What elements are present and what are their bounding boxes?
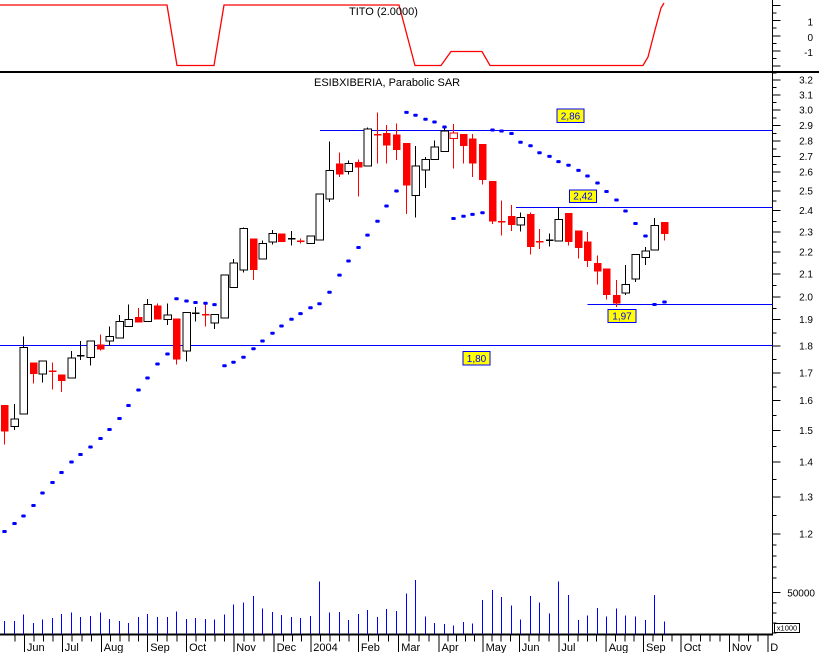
svg-text:1.4: 1.4 <box>799 458 813 469</box>
svg-text:Nov: Nov <box>236 642 256 653</box>
svg-text:2.8: 2.8 <box>799 137 813 148</box>
svg-text:3.1: 3.1 <box>799 91 813 102</box>
svg-text:1,80: 1,80 <box>467 354 487 365</box>
svg-text:2.3: 2.3 <box>799 228 813 239</box>
svg-text:Oct: Oct <box>189 642 206 653</box>
svg-text:Jun: Jun <box>27 642 45 653</box>
svg-text:2.2: 2.2 <box>799 248 813 259</box>
svg-text:May: May <box>486 642 507 653</box>
svg-text:1.7: 1.7 <box>799 369 813 380</box>
svg-text:2004: 2004 <box>313 642 337 653</box>
svg-text:1.8: 1.8 <box>799 342 813 353</box>
svg-text:3.0: 3.0 <box>799 106 813 117</box>
svg-text:3.2: 3.2 <box>799 76 813 87</box>
svg-text:2.1: 2.1 <box>799 270 813 281</box>
svg-text:2,42: 2,42 <box>573 192 593 203</box>
svg-text:Jun: Jun <box>522 642 540 653</box>
svg-text:1.3: 1.3 <box>799 493 813 504</box>
svg-text:1.6: 1.6 <box>799 396 813 407</box>
svg-text:Apr: Apr <box>442 642 459 653</box>
svg-text:2.0: 2.0 <box>799 293 813 304</box>
svg-text:0: 0 <box>807 33 813 44</box>
svg-text:2,86: 2,86 <box>561 112 581 123</box>
svg-text:D: D <box>770 642 778 653</box>
svg-text:50000: 50000 <box>787 589 815 600</box>
svg-text:Feb: Feb <box>361 642 380 653</box>
svg-text:Aug: Aug <box>104 642 124 653</box>
svg-text:Sep: Sep <box>150 642 170 653</box>
svg-text:Jul: Jul <box>65 642 79 653</box>
svg-text:1: 1 <box>807 18 813 29</box>
svg-text:1.9: 1.9 <box>799 315 813 326</box>
svg-text:2.4: 2.4 <box>799 206 813 217</box>
svg-text:Oct: Oct <box>684 642 701 653</box>
svg-text:1.5: 1.5 <box>799 426 813 437</box>
svg-text:Jul: Jul <box>561 642 575 653</box>
svg-text:1,97: 1,97 <box>612 312 632 323</box>
svg-text:Aug: Aug <box>609 642 629 653</box>
svg-text:2.7: 2.7 <box>799 152 813 163</box>
svg-text:TITO (2.0000): TITO (2.0000) <box>349 6 418 18</box>
svg-text:Mar: Mar <box>401 642 420 653</box>
svg-text:-1: -1 <box>804 48 813 59</box>
svg-text:Nov: Nov <box>732 642 752 653</box>
svg-text:1.2: 1.2 <box>799 530 813 541</box>
svg-text:x1000: x1000 <box>777 624 797 633</box>
svg-text:Dec: Dec <box>277 642 297 653</box>
svg-text:2.6: 2.6 <box>799 168 813 179</box>
svg-text:2.5: 2.5 <box>799 187 813 198</box>
svg-text:2.9: 2.9 <box>799 121 813 132</box>
svg-text:ESIBXIBERIA, Parabolic SAR: ESIBXIBERIA, Parabolic SAR <box>314 77 460 89</box>
svg-text:Sep: Sep <box>646 642 666 653</box>
